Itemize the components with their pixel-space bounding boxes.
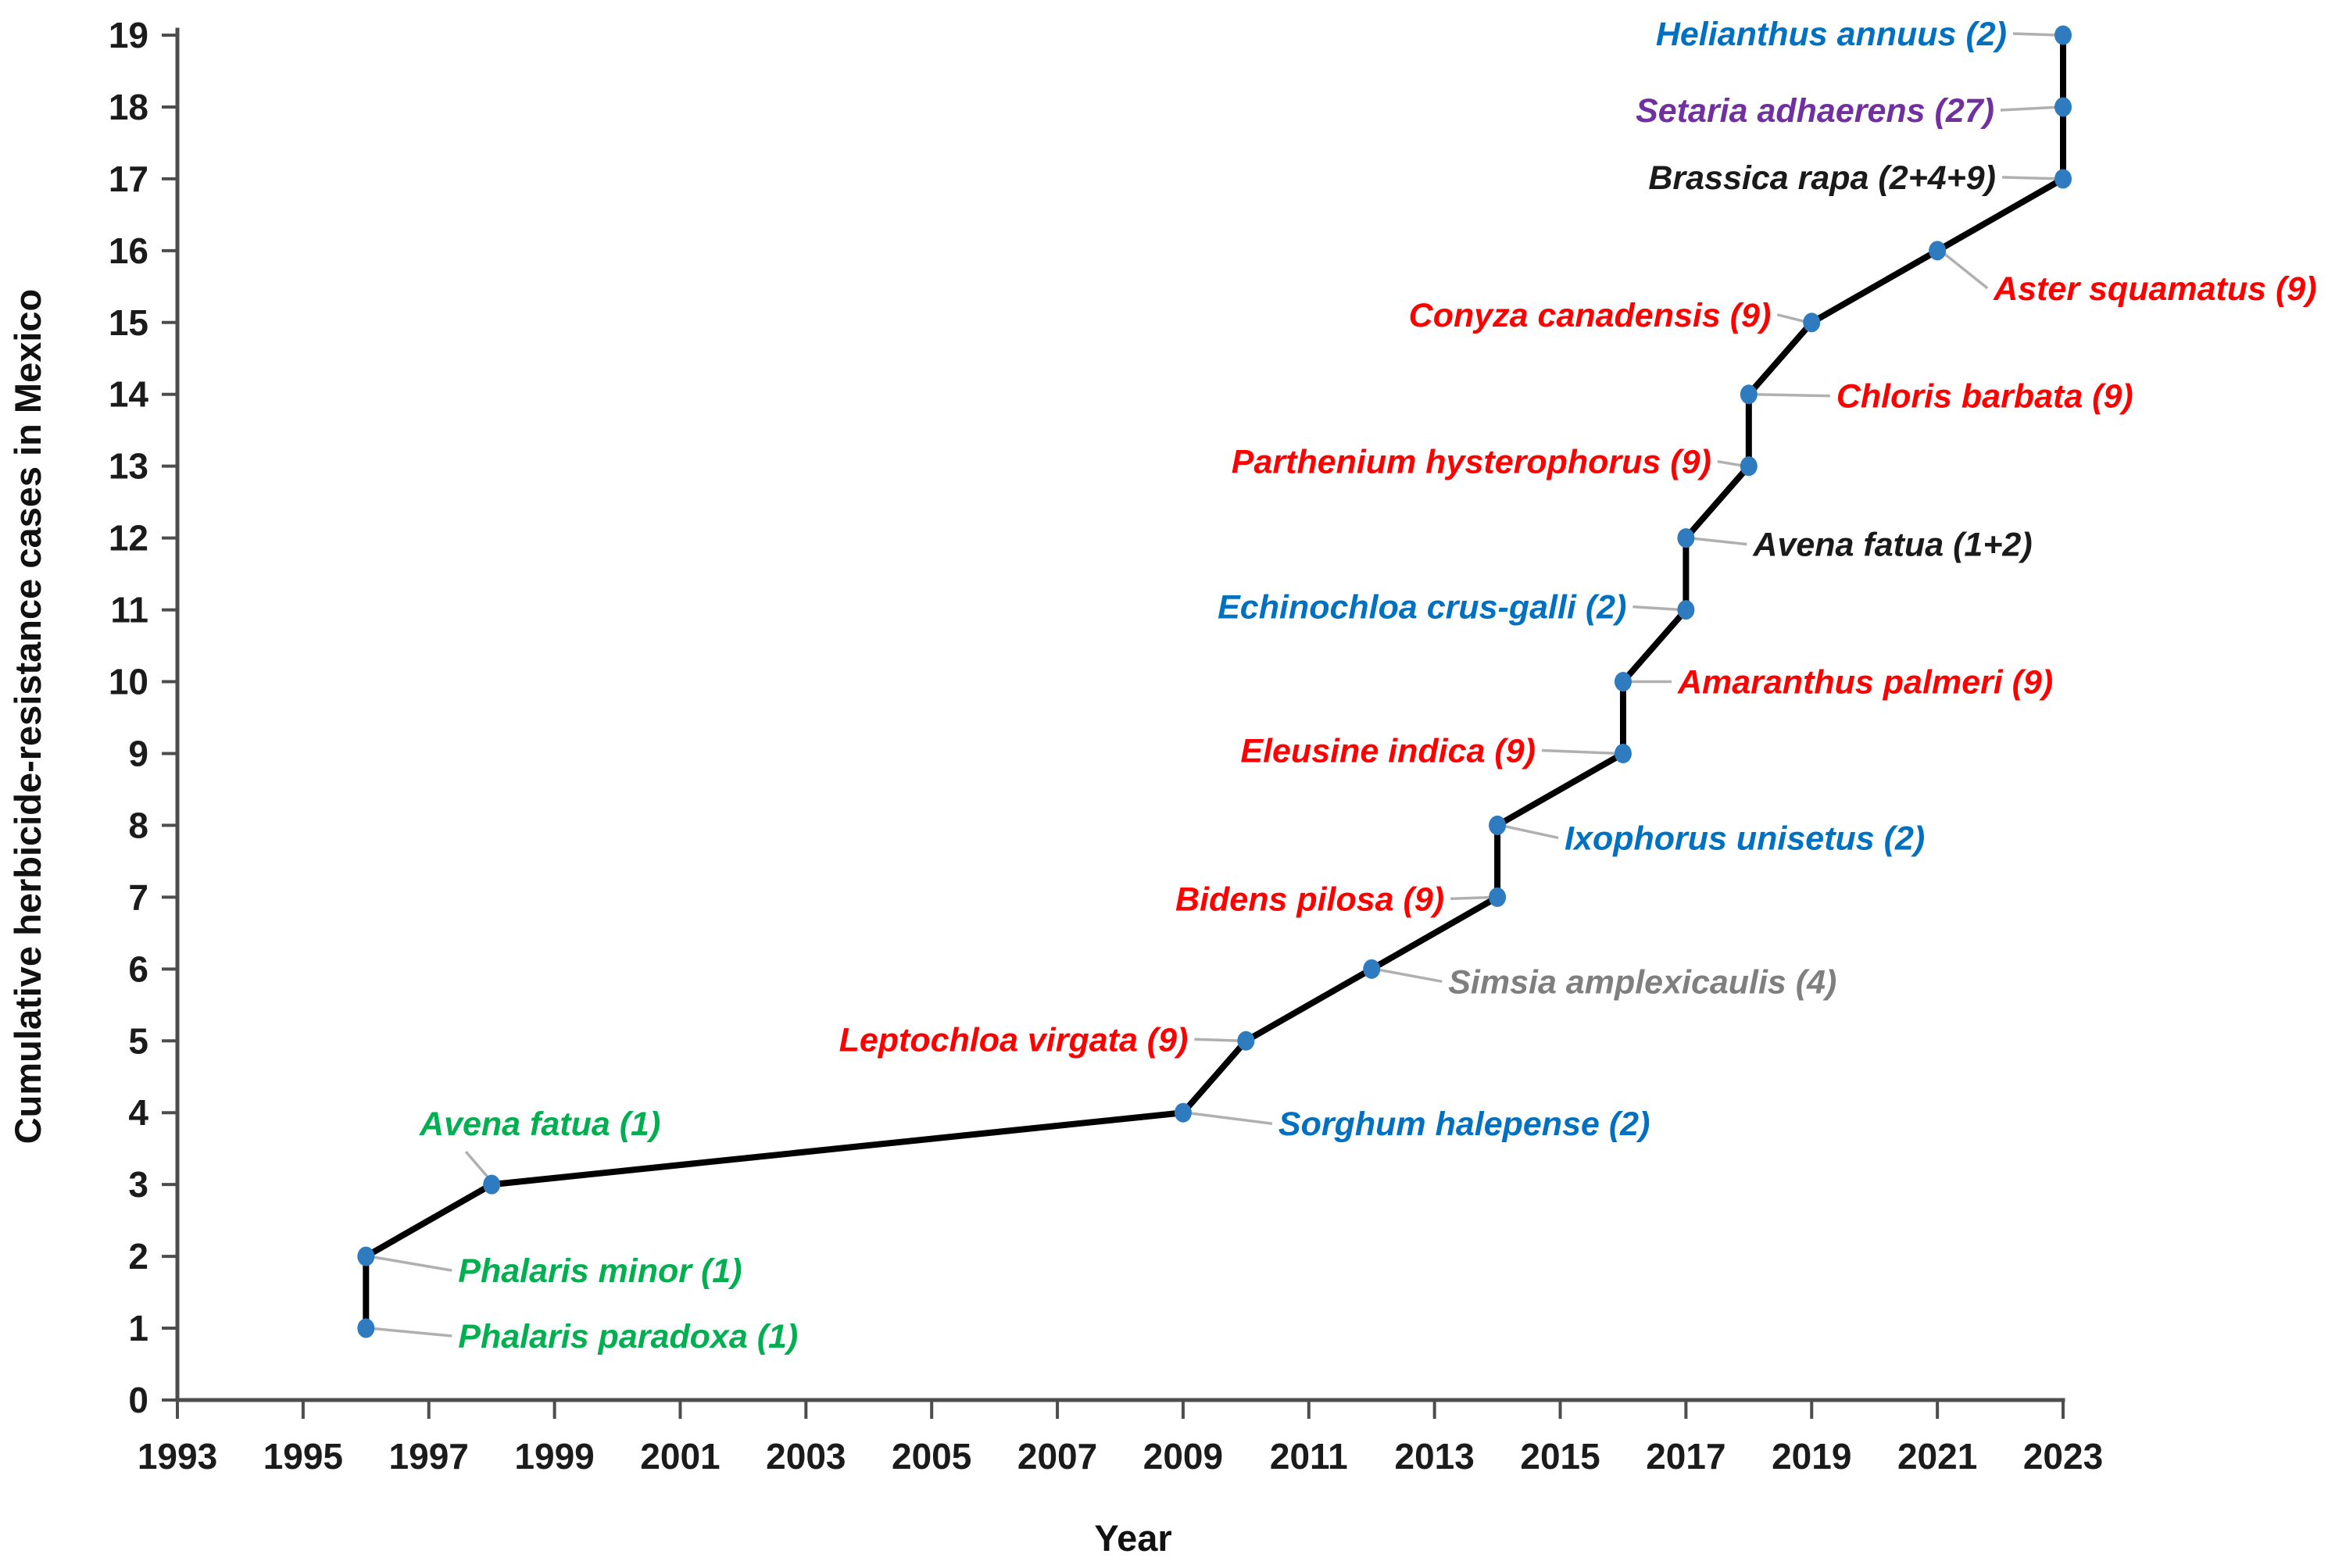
y-tick-label: 11 <box>110 590 148 630</box>
x-tick-label: 2001 <box>640 1436 720 1477</box>
data-point-marker <box>1489 887 1507 907</box>
leader-line <box>2012 32 2061 37</box>
point-labels: Phalaris paradoxa (1) Phalaris minor (1) A… <box>419 16 2316 1355</box>
point-label: Conyza canadensis (9) <box>1409 297 1772 334</box>
data-point-marker <box>1363 959 1381 979</box>
data-point-marker <box>2054 97 2072 117</box>
x-tick-label: 2005 <box>892 1436 971 1477</box>
y-tick-label: 8 <box>128 805 148 845</box>
point-label: Eleusine indica (9) <box>1240 732 1536 770</box>
leader-line <box>1374 967 1443 984</box>
data-point-marker <box>357 1318 375 1338</box>
y-tick-label: 4 <box>128 1092 148 1133</box>
leader-line <box>1940 249 1989 290</box>
point-label: Ixophorus unisetus (2) <box>1565 820 1925 857</box>
data-point-marker <box>1174 1102 1192 1123</box>
y-tick-label: 10 <box>109 662 148 702</box>
data-point-marker <box>2054 25 2072 45</box>
data-point-marker <box>2054 169 2072 189</box>
y-tick-label: 2 <box>128 1236 148 1277</box>
x-tick-label: 2011 <box>1270 1436 1348 1477</box>
y-tick-label: 15 <box>109 302 148 343</box>
x-tick-label: 1993 <box>138 1436 217 1477</box>
axes <box>162 27 2065 1419</box>
data-point-marker <box>1677 528 1695 548</box>
y-tick-label: 0 <box>128 1380 148 1420</box>
data-point-marker <box>1740 456 1758 477</box>
data-point-marker <box>357 1246 375 1266</box>
leader-line <box>2000 105 2061 112</box>
point-label: Phalaris minor (1) <box>458 1252 742 1290</box>
point-label: Helianthus annuus (2) <box>1656 16 2007 53</box>
x-tick-label: 2009 <box>1143 1436 1223 1477</box>
x-tick-label: 1995 <box>263 1436 343 1477</box>
point-label: Phalaris paradoxa (1) <box>458 1318 798 1355</box>
x-tick-label: 2013 <box>1394 1436 1474 1477</box>
x-axis-title: Year <box>1094 1517 1171 1559</box>
y-tick-label: 7 <box>128 877 148 917</box>
point-label: Leptochloa virgata (9) <box>839 1021 1189 1059</box>
leader-line <box>464 1151 492 1181</box>
x-tick-label: 2015 <box>1520 1436 1600 1477</box>
point-label: Bidens pilosa (9) <box>1175 880 1444 918</box>
leader-line <box>369 1255 452 1272</box>
leader-line <box>1541 748 1621 755</box>
x-tick-label: 2021 <box>1897 1436 1977 1477</box>
data-point-marker <box>1740 384 1758 405</box>
y-axis-title: Cumulative herbicide-resistance cases in… <box>7 289 48 1145</box>
y-tick-label: 13 <box>109 446 148 487</box>
y-tick-label: 17 <box>109 159 148 199</box>
data-point-marker <box>1237 1030 1255 1051</box>
leader-line <box>1185 1111 1273 1125</box>
x-tick-label: 2017 <box>1646 1436 1725 1477</box>
y-tick-label: 5 <box>128 1020 148 1061</box>
point-label: Brassica rapa (2+4+9) <box>1648 159 1996 197</box>
y-tick-label: 12 <box>109 518 148 559</box>
leader-line <box>1632 605 1683 612</box>
data-point-marker <box>1614 743 1632 763</box>
leader-line <box>1450 895 1495 901</box>
leader-lines <box>369 32 2061 1338</box>
point-label: Setaria adhaerens (27) <box>1636 92 1994 130</box>
point-label: Echinochloa crus-galli (2) <box>1218 589 1626 627</box>
data-point-marker <box>1489 815 1507 835</box>
leader-line <box>1194 1038 1243 1043</box>
x-tick-label: 2003 <box>766 1436 846 1477</box>
y-tick-label: 14 <box>109 374 149 415</box>
point-label: Avena fatua (1) <box>419 1105 660 1143</box>
markers <box>357 25 2072 1338</box>
point-label: Amaranthus palmeri (9) <box>1677 664 2053 702</box>
y-tick-label: 19 <box>109 15 148 55</box>
data-point-marker <box>1614 672 1632 692</box>
data-point-marker <box>483 1174 501 1195</box>
y-tick-label: 9 <box>128 733 148 773</box>
point-label: Chloris barbata (9) <box>1836 378 2133 416</box>
y-tick-label: 6 <box>128 948 148 989</box>
point-label: Parthenium hysterophorus (9) <box>1232 444 1711 481</box>
data-point-marker <box>1677 600 1695 620</box>
x-tick-label: 2019 <box>1772 1436 1851 1477</box>
point-label: Aster squamatus (9) <box>1993 270 2316 308</box>
point-label: Simsia amplexicaulis (4) <box>1448 963 1836 1001</box>
y-tick-label: 16 <box>109 230 148 271</box>
point-label: Sorghum halepense (2) <box>1278 1105 1650 1143</box>
point-label: Avena fatua (1+2) <box>1752 527 2032 564</box>
y-tick-label: 18 <box>109 87 148 127</box>
x-tick-label: 2007 <box>1017 1436 1097 1477</box>
data-point-marker <box>1929 241 1947 261</box>
x-tick-label: 1997 <box>389 1436 469 1477</box>
leader-line <box>2001 176 2061 180</box>
x-tick-label: 1999 <box>514 1436 594 1477</box>
leader-line <box>1689 536 1747 546</box>
y-tick-label: 1 <box>128 1308 148 1348</box>
leader-line <box>369 1327 452 1338</box>
data-point-marker <box>1803 313 1821 333</box>
leader-line <box>1751 392 1830 398</box>
y-tick-label: 3 <box>128 1164 148 1205</box>
x-tick-label: 2023 <box>2023 1436 2103 1477</box>
leader-line <box>1500 823 1559 840</box>
